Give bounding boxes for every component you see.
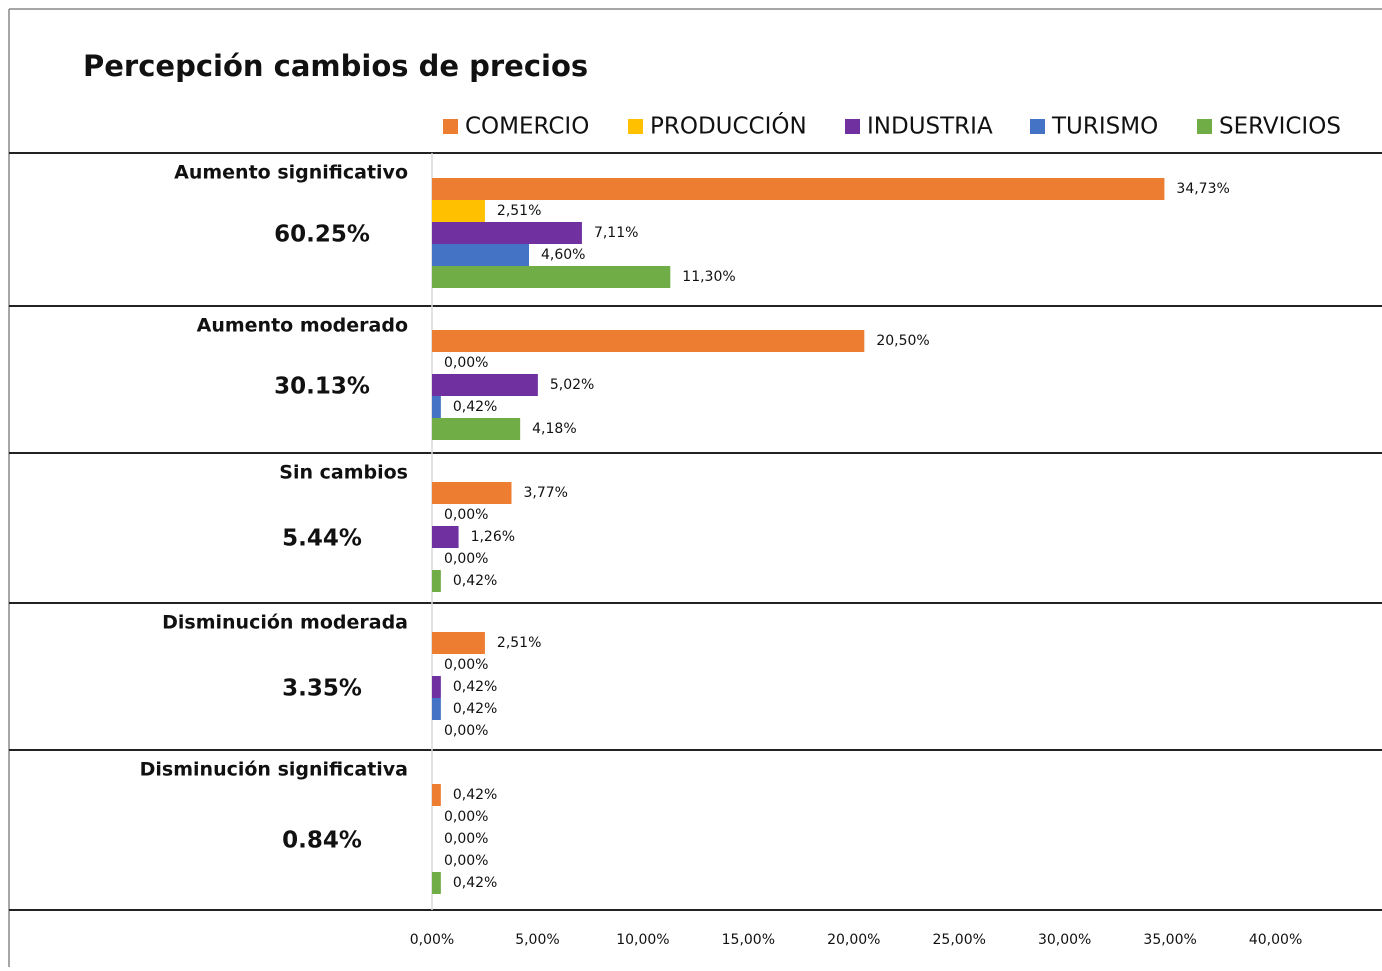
x-tick-label: 30,00% (1038, 932, 1091, 948)
value-label: 2,51% (497, 635, 541, 651)
value-label: 3,77% (524, 485, 568, 501)
legend-label: COMERCIO (465, 114, 589, 140)
x-tick-label: 35,00% (1143, 932, 1196, 948)
value-label: 20,50% (876, 333, 929, 349)
bar (432, 330, 865, 352)
bar (432, 482, 512, 504)
category-total: 3.35% (282, 676, 362, 702)
legend-label: TURISMO (1051, 114, 1158, 140)
value-label: 0,42% (453, 701, 497, 717)
legend-label: PRODUCCIÓN (650, 112, 807, 140)
x-tick-label: 20,00% (827, 932, 880, 948)
value-label: 2,51% (497, 203, 541, 219)
value-label: 4,60% (541, 247, 585, 263)
x-tick-label: 15,00% (722, 932, 775, 948)
bar (432, 784, 441, 806)
category-total: 0.84% (282, 828, 362, 854)
category-total: 30.13% (274, 374, 370, 400)
legend-swatch (443, 119, 458, 134)
legend-swatch (845, 119, 860, 134)
legend-label: SERVICIOS (1219, 114, 1341, 140)
value-label: 0,42% (453, 679, 497, 695)
category-total: 60.25% (274, 222, 370, 248)
legend-swatch (628, 119, 643, 134)
x-tick-label: 5,00% (515, 932, 559, 948)
bar (432, 418, 521, 440)
value-label: 0,00% (444, 507, 488, 523)
chart-title: Percepción cambios de precios (83, 49, 588, 83)
value-label: 0,00% (444, 723, 488, 739)
bar (432, 676, 441, 698)
legend-swatch (1030, 119, 1045, 134)
x-tick-label: 25,00% (933, 932, 986, 948)
value-label: 11,30% (682, 269, 735, 285)
x-tick-label: 10,00% (616, 932, 669, 948)
x-tick-label: 0,00% (410, 932, 454, 948)
value-label: 0,00% (444, 657, 488, 673)
value-label: 0,00% (444, 831, 488, 847)
bar (432, 872, 441, 894)
value-label: 0,42% (453, 875, 497, 891)
bar (432, 244, 530, 266)
bar (432, 222, 582, 244)
category-label: Disminución moderada (162, 612, 408, 634)
value-label: 1,26% (471, 529, 515, 545)
category-label: Aumento significativo (174, 162, 408, 184)
value-label: 7,11% (594, 225, 638, 241)
value-label: 0,42% (453, 787, 497, 803)
bar (432, 570, 441, 592)
bar (432, 698, 441, 720)
legend-label: INDUSTRIA (867, 114, 993, 140)
bar (432, 200, 485, 222)
bar (432, 396, 441, 418)
value-label: 4,18% (532, 421, 576, 437)
category-label: Aumento moderado (197, 315, 408, 337)
bar (432, 178, 1165, 200)
legend-swatch (1197, 119, 1212, 134)
value-label: 0,00% (444, 809, 488, 825)
bar (432, 266, 671, 288)
value-label: 0,42% (453, 399, 497, 415)
value-label: 0,00% (444, 355, 488, 371)
x-tick-label: 40,00% (1249, 932, 1302, 948)
category-total: 5.44% (282, 526, 362, 552)
bar (432, 526, 459, 548)
bar (432, 374, 538, 396)
category-label: Sin cambios (279, 462, 408, 484)
value-label: 5,02% (550, 377, 594, 393)
value-label: 0,00% (444, 853, 488, 869)
value-label: 0,42% (453, 573, 497, 589)
bar (432, 632, 485, 654)
category-label: Disminución significativa (140, 759, 408, 781)
value-label: 34,73% (1176, 181, 1229, 197)
value-label: 0,00% (444, 551, 488, 567)
